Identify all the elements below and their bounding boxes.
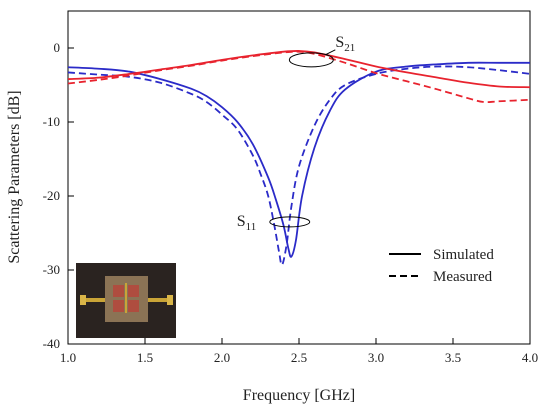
y-axis-ticks: 0 -10 -20 -30 -40 — [43, 40, 74, 351]
y-tick-label: 0 — [54, 40, 61, 55]
s21-marker-leader — [325, 49, 336, 56]
series-layer — [67, 50, 531, 266]
x-tick-label: 3.5 — [445, 350, 461, 365]
x-axis-ticks: 1.0 1.5 2.0 2.5 3.0 3.5 4.0 — [60, 338, 538, 365]
s21-marker-ellipse — [288, 52, 334, 68]
y-tick-label: -20 — [43, 188, 60, 203]
x-tick-label: 3.0 — [368, 350, 384, 365]
legend: Simulated Measured — [389, 247, 494, 285]
x-tick-label: 1.5 — [137, 350, 153, 365]
series-line-s21-measured — [67, 50, 531, 104]
y-tick-label: -40 — [43, 336, 60, 351]
series-line-s11-measured — [67, 65, 531, 266]
series-line-s11-simulated — [67, 61, 530, 258]
y-tick-label: -10 — [43, 114, 60, 129]
legend-label-simulated: Simulated — [433, 247, 494, 263]
device-photo-inset — [76, 263, 176, 338]
y-tick-label: -30 — [43, 262, 60, 277]
y-axis-title: Scattering Parameters [dB] — [6, 90, 23, 263]
s11-marker-ellipse — [269, 216, 311, 228]
x-tick-label: 2.5 — [291, 350, 307, 365]
x-tick-label: 2.0 — [214, 350, 230, 365]
legend-label-measured: Measured — [433, 269, 493, 285]
x-axis-title: Frequency [GHz] — [243, 387, 355, 404]
x-tick-label: 1.0 — [60, 350, 76, 365]
x-tick-label: 4.0 — [522, 350, 538, 365]
